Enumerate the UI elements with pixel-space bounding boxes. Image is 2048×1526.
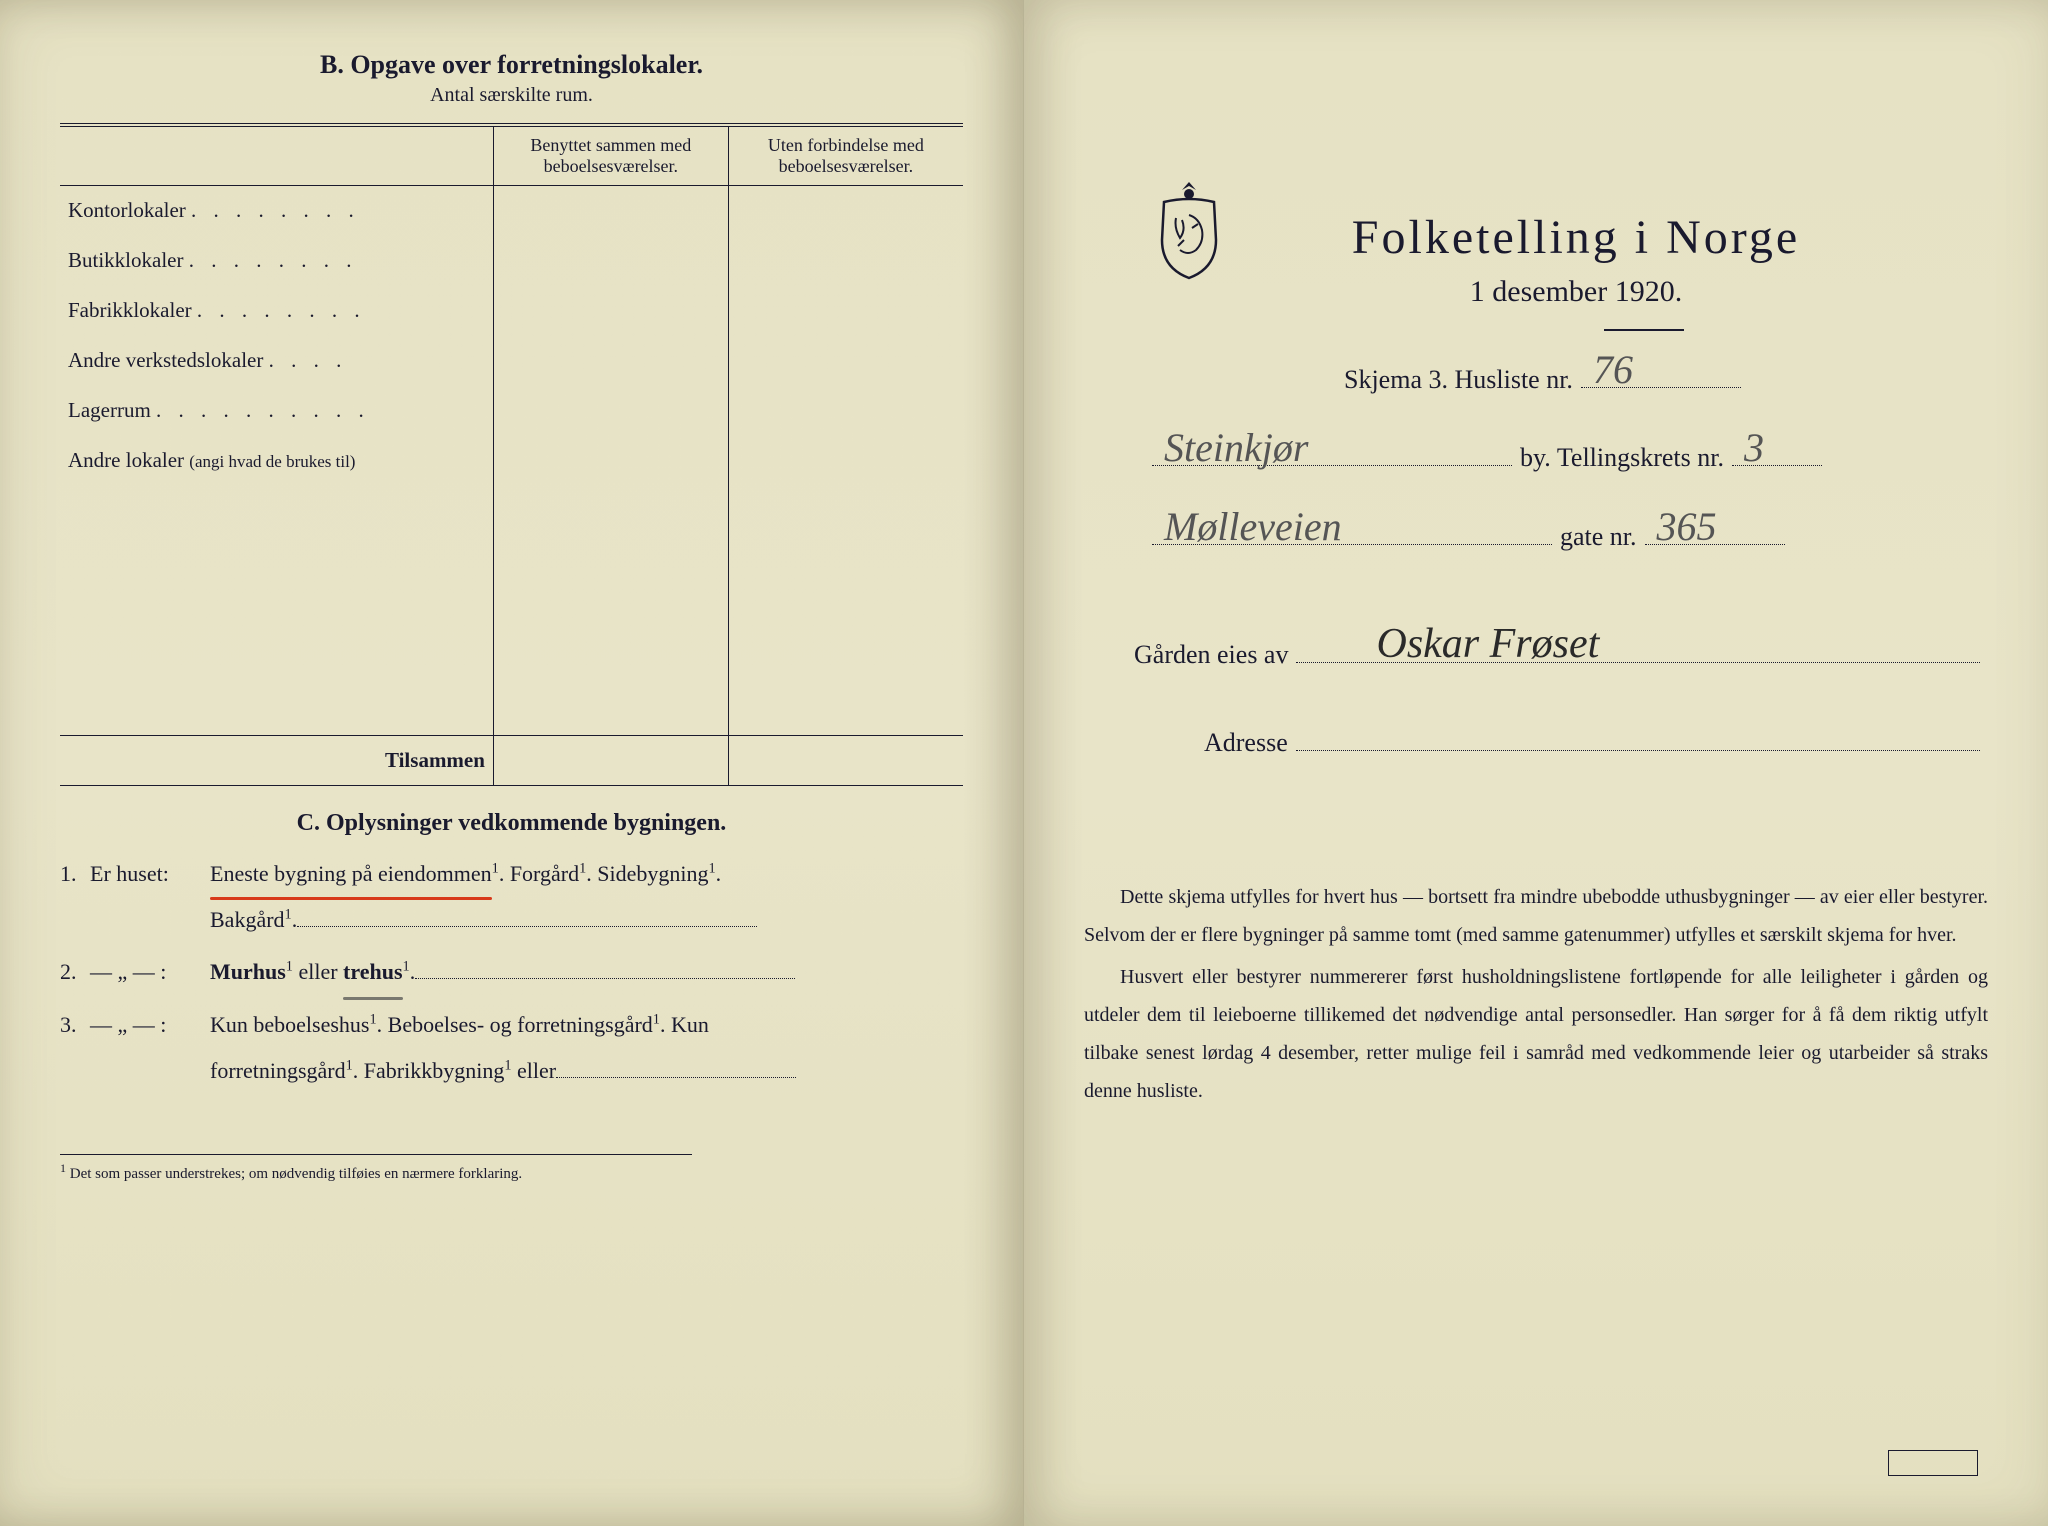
c-item-2: 2. — „ — : Murhus1 eller trehus1. (60, 949, 963, 995)
footnote: 1 Det som passer understrekes; om nødven… (60, 1154, 692, 1183)
table-row: Andre verkstedslokaler . . . . (60, 336, 963, 386)
main-title: Folketelling i Norge (1164, 210, 1988, 265)
left-page: B. Opgave over forretningslokaler. Antal… (0, 0, 1024, 1526)
document-spread: B. Opgave over forretningslokaler. Antal… (0, 0, 2048, 1526)
table-row: Lagerrum . . . . . . . . . . (60, 386, 963, 436)
c-item-3: 3. — „ — : Kun beboelseshus1. Beboelses-… (60, 1002, 963, 1094)
instructions-block: Dette skjema utfylles for hvert hus — bo… (1084, 878, 1988, 1110)
table-row-total: Tilsammen (60, 736, 963, 786)
row-label: Andre lokaler (angi hvad de brukes til) (60, 436, 493, 486)
form-line-eier: Gården eies av Oskar Frøset (1134, 632, 1988, 670)
title-rule (1604, 329, 1684, 331)
section-c-title: C. Oplysninger vedkommende bygningen. (60, 810, 963, 837)
table-row: Fabrikklokaler . . . . . . . . (60, 286, 963, 336)
hw-gate-nr: 365 (1657, 503, 1717, 550)
hw-husliste-nr: 76 (1593, 346, 1633, 393)
hw-gate: Mølleveien (1164, 503, 1342, 550)
printer-stamp (1888, 1450, 1978, 1476)
table-row-blank (60, 486, 963, 536)
section-b-title: B. Opgave over forretningslokaler. (60, 50, 963, 80)
row-label: Andre verkstedslokaler . . . . (60, 336, 493, 386)
section-b-subtitle: Antal særskilte rum. (60, 84, 963, 107)
instruction-p1: Dette skjema utfylles for hvert hus — bo… (1084, 878, 1988, 954)
section-c-list: 1. Er huset: Eneste bygning på eiendomme… (60, 851, 963, 1094)
table-row-blank (60, 536, 963, 586)
form-line-gate: Mølleveien gate nr. 365 (1144, 513, 1988, 551)
right-page: Folketelling i Norge 1 desember 1920. Sk… (1024, 0, 2048, 1526)
c-item-1: 1. Er huset: Eneste bygning på eiendomme… (60, 851, 963, 943)
table-row-blank (60, 586, 963, 636)
col-header-2: Uten forbindelse med beboelsesværelser. (728, 127, 963, 186)
form-line-by: Steinkjør by. Tellingskrets nr. 3 (1144, 435, 1988, 473)
form-line-skjema: Skjema 3. Husliste nr. 76 (1344, 357, 1988, 395)
table-row-blank (60, 686, 963, 736)
col-header-1: Benyttet sammen med beboelsesværelser. (493, 127, 728, 186)
row-label: Fabrikklokaler . . . . . . . . (60, 286, 493, 336)
hw-owner: Oskar Frøset (1376, 620, 1599, 668)
date-line: 1 desember 1920. (1164, 275, 1988, 309)
table-row-blank (60, 636, 963, 686)
row-label: Kontorlokaler . . . . . . . . (60, 186, 493, 236)
row-label: Lagerrum . . . . . . . . . . (60, 386, 493, 436)
row-label: Butikklokaler . . . . . . . . (60, 236, 493, 286)
business-premises-table: Benyttet sammen med beboelsesværelser. U… (60, 127, 963, 786)
form-line-adresse: Adresse (1204, 720, 1988, 758)
c2-trehus: trehus (343, 949, 403, 995)
instruction-p2: Husvert eller bestyrer nummererer først … (1084, 958, 1988, 1110)
hw-by: Steinkjør (1164, 424, 1308, 471)
table-row: Butikklokaler . . . . . . . . (60, 236, 963, 286)
table-row: Kontorlokaler . . . . . . . . (60, 186, 963, 236)
c1-eneste: Eneste bygning på eiendommen (210, 851, 492, 897)
table-row: Andre lokaler (angi hvad de brukes til) (60, 436, 963, 486)
hw-krets-nr: 3 (1744, 424, 1764, 471)
coat-of-arms-icon (1154, 180, 1224, 280)
